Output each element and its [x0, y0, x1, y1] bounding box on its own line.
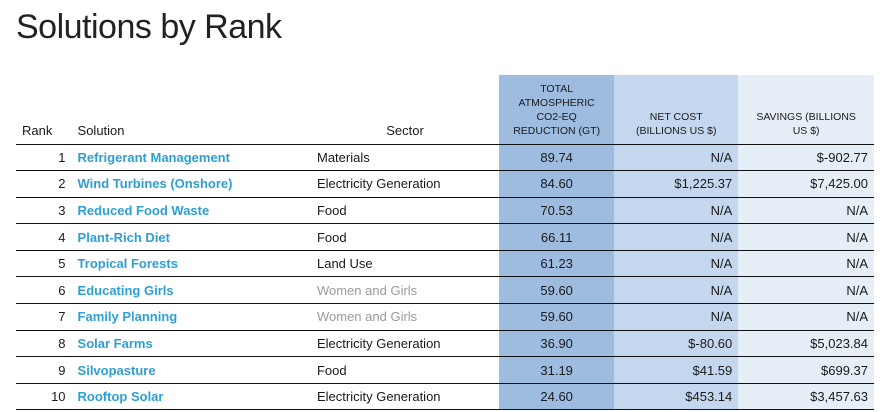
header-total-line: TOTAL — [540, 82, 574, 95]
rank-cell: 5 — [16, 249, 72, 277]
sector-cell: Land Use — [310, 249, 500, 277]
header-total-line: CO2-EQ — [536, 110, 577, 123]
header-savings-line: SAVINGS (BILLIONS — [756, 110, 856, 123]
solution-link[interactable]: Tropical Forests — [71, 249, 311, 277]
rank-cell: 4 — [16, 223, 72, 251]
savings-cell: $7,425.00 — [738, 170, 874, 198]
header-savings[interactable]: SAVINGS (BILLIONS US $) — [738, 75, 874, 144]
savings-cell: N/A — [738, 303, 874, 331]
rank-cell: 6 — [16, 276, 72, 304]
solution-link[interactable]: Solar Farms — [71, 329, 311, 357]
header-cost-line: (BILLIONS US $) — [635, 124, 717, 137]
header-solution[interactable]: Solution — [77, 122, 125, 138]
net-cost-cell: $453.14 — [614, 382, 739, 411]
savings-cell: $3,457.63 — [738, 382, 874, 411]
net-cost-cell: N/A — [614, 249, 739, 277]
table-row: 6 Educating Girls Women and Girls 59.60 … — [16, 276, 874, 304]
total-reduction-cell: 66.11 — [499, 223, 615, 251]
net-cost-cell: N/A — [614, 143, 739, 171]
rank-cell: 1 — [16, 143, 72, 171]
header-total-line: REDUCTION (GT) — [513, 124, 601, 137]
net-cost-cell: N/A — [614, 276, 739, 304]
solution-link[interactable]: Silvopasture — [71, 356, 311, 384]
table-row: 1 Refrigerant Management Materials 89.74… — [16, 143, 874, 171]
header-total-line: ATMOSPHERIC — [518, 96, 595, 109]
net-cost-cell: $1,225.37 — [614, 170, 739, 198]
table-body: 1 Refrigerant Management Materials 89.74… — [16, 143, 874, 411]
rank-cell: 3 — [16, 196, 72, 224]
net-cost-cell: N/A — [614, 303, 739, 331]
sector-cell: Electricity Generation — [310, 329, 500, 357]
solution-link[interactable]: Refrigerant Management — [71, 143, 311, 171]
table-row: 10 Rooftop Solar Electricity Generation … — [16, 382, 874, 411]
total-reduction-cell: 31.19 — [499, 356, 615, 384]
total-reduction-cell: 59.60 — [499, 303, 615, 331]
net-cost-cell: N/A — [614, 196, 739, 224]
net-cost-cell: N/A — [614, 223, 739, 251]
savings-cell: $5,023.84 — [738, 329, 874, 357]
table-row: 4 Plant-Rich Diet Food 66.11 N/A N/A — [16, 223, 874, 251]
header-rank[interactable]: Rank — [22, 122, 53, 138]
solution-link[interactable]: Wind Turbines (Onshore) — [71, 170, 311, 198]
table-row: 7 Family Planning Women and Girls 59.60 … — [16, 303, 874, 331]
savings-cell: N/A — [738, 276, 874, 304]
total-reduction-cell: 24.60 — [499, 382, 615, 411]
solution-link[interactable]: Plant-Rich Diet — [71, 223, 311, 251]
sector-cell: Electricity Generation — [310, 170, 500, 198]
sector-cell: Food — [310, 223, 500, 251]
table-row: 5 Tropical Forests Land Use 61.23 N/A N/… — [16, 249, 874, 277]
header-savings-line: US $) — [792, 124, 820, 137]
total-reduction-cell: 70.53 — [499, 196, 615, 224]
table-row: 3 Reduced Food Waste Food 70.53 N/A N/A — [16, 196, 874, 224]
total-reduction-cell: 59.60 — [499, 276, 615, 304]
header-sector[interactable]: Sector — [386, 122, 424, 138]
solutions-table: Rank Solution Sector TOTAL ATMOSPHERIC C… — [16, 75, 874, 411]
table-row: 8 Solar Farms Electricity Generation 36.… — [16, 329, 874, 357]
savings-cell: N/A — [738, 223, 874, 251]
table-row: 2 Wind Turbines (Onshore) Electricity Ge… — [16, 170, 874, 198]
solution-link[interactable]: Rooftop Solar — [71, 382, 311, 411]
rank-cell: 10 — [16, 382, 72, 411]
savings-cell: N/A — [738, 249, 874, 277]
sector-cell: Women and Girls — [310, 276, 500, 304]
savings-cell: $-902.77 — [738, 143, 874, 171]
rank-cell: 9 — [16, 356, 72, 384]
net-cost-cell: $-80.60 — [614, 329, 739, 357]
total-reduction-cell: 36.90 — [499, 329, 615, 357]
sector-cell: Women and Girls — [310, 303, 500, 331]
solution-link[interactable]: Family Planning — [71, 303, 311, 331]
header-net-cost[interactable]: NET COST (BILLIONS US $) — [614, 75, 739, 144]
header-total-reduction[interactable]: TOTAL ATMOSPHERIC CO2-EQ REDUCTION (GT) — [499, 75, 615, 144]
rank-cell: 8 — [16, 329, 72, 357]
sector-cell: Food — [310, 356, 500, 384]
table-row: 9 Silvopasture Food 31.19 $41.59 $699.37 — [16, 356, 874, 384]
rank-cell: 2 — [16, 170, 72, 198]
total-reduction-cell: 89.74 — [499, 143, 615, 171]
net-cost-cell: $41.59 — [614, 356, 739, 384]
rank-cell: 7 — [16, 303, 72, 331]
total-reduction-cell: 61.23 — [499, 249, 615, 277]
total-reduction-cell: 84.60 — [499, 170, 615, 198]
savings-cell: N/A — [738, 196, 874, 224]
header-cost-line: NET COST — [649, 110, 703, 123]
sector-cell: Materials — [310, 143, 500, 171]
solution-link[interactable]: Reduced Food Waste — [71, 196, 311, 224]
solution-link[interactable]: Educating Girls — [71, 276, 311, 304]
page-title: Solutions by Rank — [16, 8, 282, 46]
table-header-row: Rank Solution Sector TOTAL ATMOSPHERIC C… — [16, 75, 874, 144]
savings-cell: $699.37 — [738, 356, 874, 384]
sector-cell: Electricity Generation — [310, 382, 500, 411]
sector-cell: Food — [310, 196, 500, 224]
